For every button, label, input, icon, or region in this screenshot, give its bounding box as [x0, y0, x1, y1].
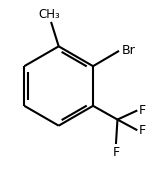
Text: Br: Br [121, 44, 135, 57]
Text: F: F [112, 146, 120, 159]
Text: F: F [139, 104, 146, 117]
Text: CH₃: CH₃ [39, 8, 60, 21]
Text: F: F [139, 124, 146, 137]
